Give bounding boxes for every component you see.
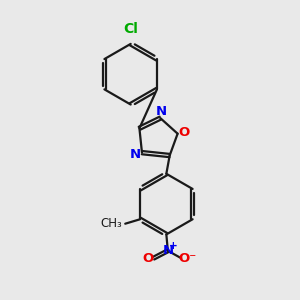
- Text: N: N: [156, 105, 167, 118]
- Text: O⁻: O⁻: [178, 252, 197, 265]
- Text: Cl: Cl: [123, 22, 138, 37]
- Text: O: O: [142, 252, 154, 265]
- Text: N: N: [162, 244, 173, 257]
- Text: CH₃: CH₃: [100, 217, 122, 230]
- Text: +: +: [169, 241, 177, 251]
- Text: O: O: [178, 126, 190, 139]
- Text: N: N: [130, 148, 141, 160]
